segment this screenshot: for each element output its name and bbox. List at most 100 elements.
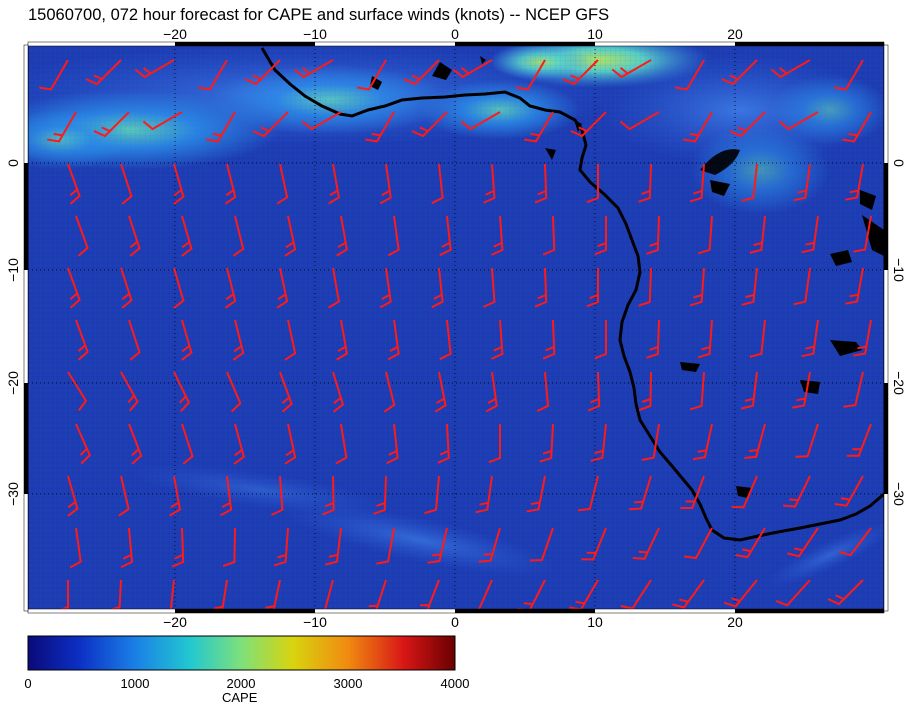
lon-label-top: 10 — [587, 26, 603, 42]
wind-barb — [276, 267, 289, 309]
cape-field — [28, 45, 884, 611]
map-border-bars — [23, 41, 889, 614]
wind-barb — [586, 164, 599, 204]
figure-title: 15060700, 072 hour forecast for CAPE and… — [28, 6, 610, 24]
wind-barb — [524, 111, 554, 143]
wind-barb — [795, 423, 819, 458]
wind-barb — [224, 267, 237, 309]
wind-barb — [222, 527, 236, 568]
wind-barb — [672, 579, 705, 609]
wind-barb — [427, 527, 448, 564]
wind-barb — [801, 215, 819, 254]
wind-barb — [792, 371, 811, 409]
lon-label-top: 0 — [451, 26, 459, 42]
wind-barb — [128, 215, 141, 257]
lat-labels-left: 0 −10 −20 −30 — [5, 159, 21, 506]
wind-barb — [75, 215, 89, 257]
lat-label-right: −10 — [891, 258, 906, 282]
wind-barb — [279, 371, 293, 413]
wind-barb — [323, 579, 334, 611]
wind-barb — [611, 59, 652, 79]
wind-barb — [439, 319, 452, 361]
wind-barb — [181, 215, 193, 257]
wind-barb — [411, 111, 448, 138]
wind-barb — [265, 579, 281, 611]
lat-label-right: −30 — [891, 482, 906, 506]
wind-barb — [93, 111, 130, 138]
lon-labels-top: −20 −10 0 10 20 — [163, 26, 743, 42]
wind-barb — [424, 475, 440, 515]
wind-barb — [721, 59, 758, 86]
wind-barb — [171, 527, 185, 568]
wind-barb — [434, 371, 447, 413]
wind-barb — [252, 111, 289, 138]
wind-barb — [793, 267, 811, 306]
wind-barb — [452, 59, 493, 79]
wind-barb — [632, 527, 660, 560]
wind-barb — [460, 111, 501, 131]
wind-barb — [638, 371, 652, 412]
wind-barb — [483, 267, 496, 308]
wind-barb — [787, 527, 819, 558]
wind-barb — [301, 111, 342, 131]
wind-barb — [173, 267, 185, 309]
wind-barb — [478, 527, 501, 563]
wind-barb — [173, 371, 191, 412]
wind-barb — [741, 163, 758, 202]
wind-barb — [586, 268, 599, 308]
wind-barb — [128, 319, 141, 361]
wind-barb — [723, 579, 758, 608]
wind-barb — [843, 371, 864, 408]
wind-barb — [403, 59, 440, 86]
wind-barb — [834, 475, 864, 507]
wind-barb — [740, 371, 758, 410]
wind-barb — [271, 475, 284, 516]
wind-barb — [770, 59, 811, 79]
wind-barb — [475, 475, 493, 514]
wind-barb — [683, 111, 713, 143]
wind-barb — [439, 215, 452, 257]
lon-label-top: 20 — [727, 26, 743, 42]
wind-barb — [232, 319, 245, 361]
wind-barb — [646, 215, 660, 255]
wind-barb — [775, 579, 811, 607]
wind-barb — [379, 163, 392, 205]
wind-barb — [834, 59, 864, 91]
wind-barb — [534, 163, 548, 204]
wind-barb — [47, 111, 77, 143]
wind-barb — [744, 423, 766, 459]
wind-barb — [731, 475, 758, 509]
wind-barb — [437, 423, 450, 464]
wind-barbs — [39, 59, 872, 611]
wind-barb — [729, 111, 766, 138]
lon-label-bottom: −20 — [163, 614, 187, 630]
wind-barb — [213, 579, 228, 611]
wind-barb — [629, 475, 652, 511]
wind-barb — [75, 319, 89, 361]
wind-barb — [67, 267, 81, 309]
wind-barb — [75, 423, 91, 465]
wind-barb — [284, 215, 297, 257]
wind-barb — [587, 371, 601, 412]
wind-barb — [749, 319, 766, 358]
wind-barb — [570, 111, 607, 138]
wind-barb — [638, 163, 652, 203]
wind-barb — [198, 59, 228, 91]
wind-barb — [244, 59, 281, 86]
lon-label-top: −10 — [303, 26, 327, 42]
wind-barb — [683, 527, 713, 560]
wind-barb — [120, 527, 134, 569]
wind-barb — [845, 163, 864, 201]
wind-barb — [619, 111, 660, 131]
colorbar-tick: 3000 — [333, 676, 363, 691]
wind-barb — [173, 163, 185, 205]
wind-barb — [206, 111, 236, 143]
wind-barb — [581, 527, 607, 561]
wind-barb — [120, 267, 133, 309]
wind-barb — [853, 319, 872, 357]
wind-barb — [638, 267, 652, 307]
wind-barb — [368, 579, 387, 611]
wind-barb — [536, 371, 550, 413]
colorbar-title: CAPE — [222, 690, 258, 705]
